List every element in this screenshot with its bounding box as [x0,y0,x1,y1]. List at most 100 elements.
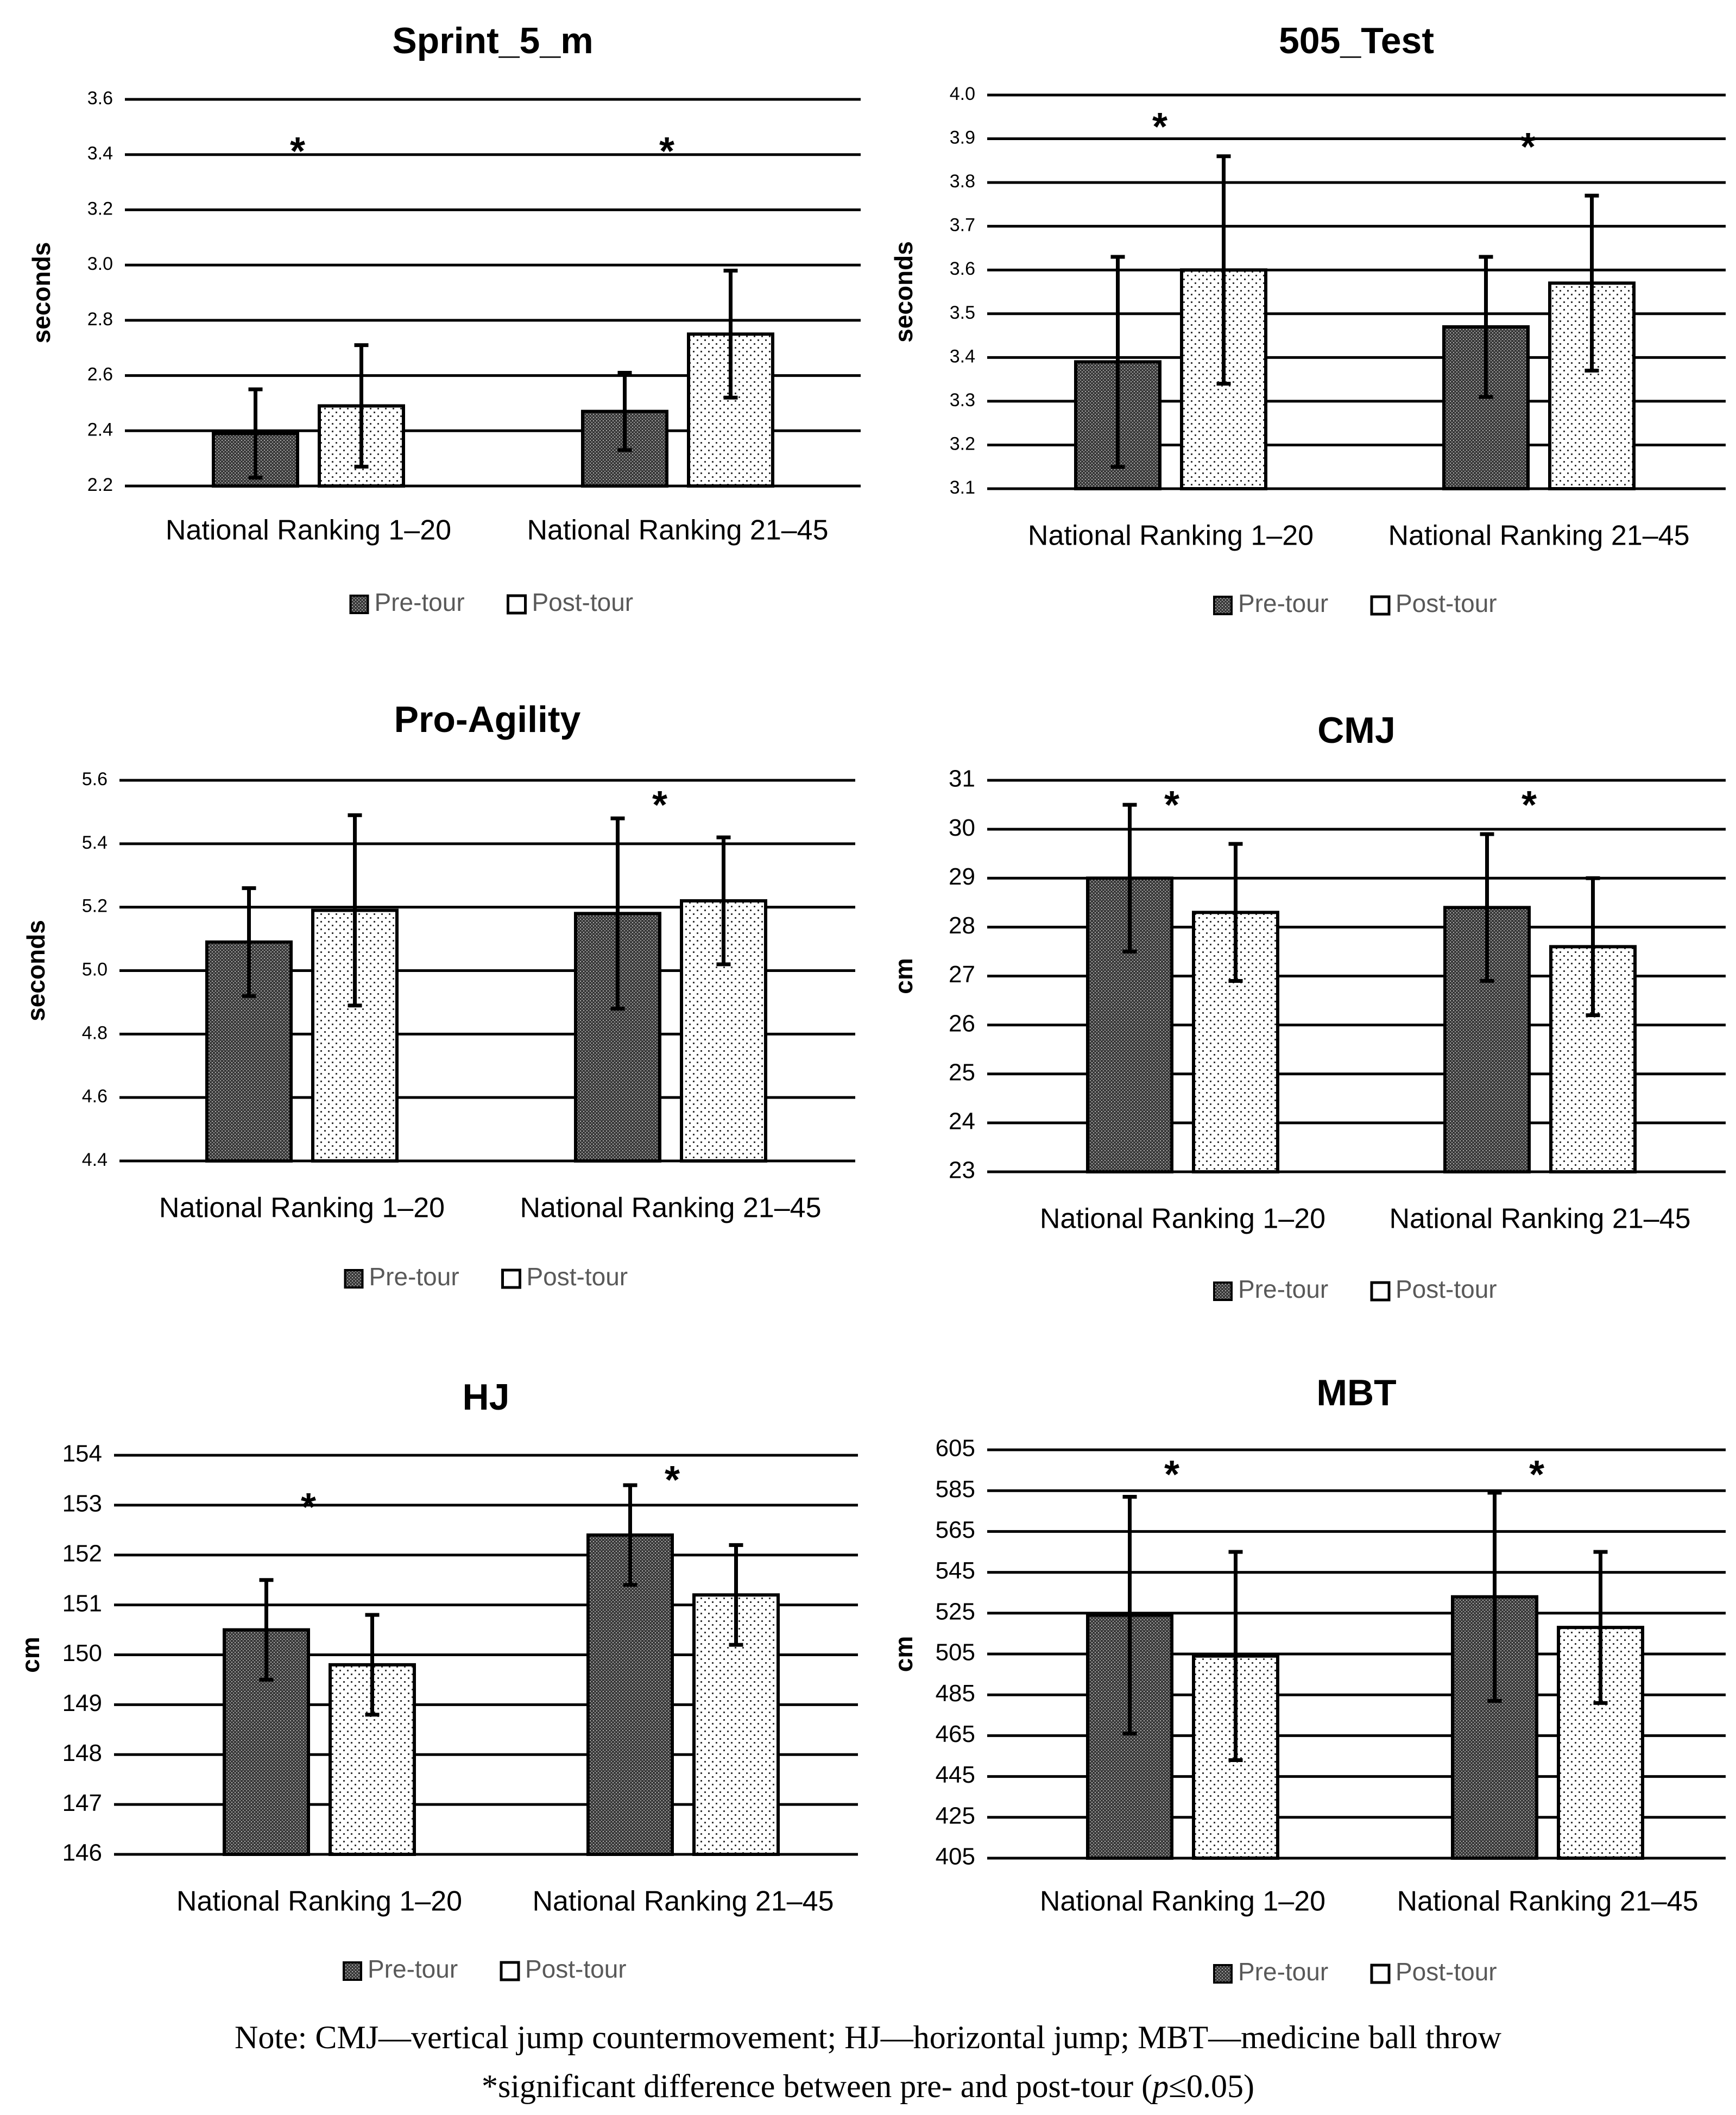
error-bar [623,1483,637,1587]
legend: Pre-tour Post-tour [343,1955,627,1983]
legend: Pre-tour Post-tour [349,588,634,616]
bar-post-tour [1548,281,1636,491]
error-bar [1479,255,1493,399]
y-tick-label: 26 [949,1010,975,1037]
y-tick-label: 25 [949,1059,975,1085]
chart-hj: HJ cm 146 147 148 149 150 151 152 153 154 * National… [16,1377,858,1983]
legend-entry-post-tour: Post-tour [501,1262,628,1291]
chart-pro-agility: Pro-Agility seconds 4.4 4.6 4.8 5.0 5.2 5.4 5.6 N… [22,699,855,1291]
legend-label-pre: Pre-tour [1238,589,1328,617]
y-tick-label: 5.6 [82,769,108,790]
y-tick-label: 3.6 [950,258,975,279]
x-tick-label: National Ranking 1–20 [176,1886,462,1917]
legend: Pre-tour Post-tour [1213,589,1497,617]
y-tick-label: 2.6 [87,364,113,385]
significance-marker: * [1522,784,1537,827]
error-bar [1122,803,1137,954]
error-bar [1487,1491,1502,1703]
y-tick-label: 3.3 [950,390,975,411]
legend-swatch-post [507,594,527,615]
y-tick-label: 445 [936,1762,975,1788]
legend-label-pre: Pre-tour [1238,1958,1328,1986]
y-tick-label: 4.4 [82,1150,108,1170]
error-bar [729,1543,743,1647]
y-tick-label: 525 [936,1598,975,1625]
legend-swatch-pre [343,1961,362,1981]
error-bar [617,370,632,452]
y-tick-label: 3.4 [950,346,975,367]
error-bar [1122,1494,1137,1736]
legend-entry-pre-tour: Pre-tour [1213,589,1328,617]
y-tick-label: 585 [936,1476,975,1502]
error-bar [1228,842,1243,983]
y-tick-label: 3.2 [950,433,975,454]
y-tick-label: 3.5 [950,302,975,323]
y-tick-label: 3.4 [87,143,113,164]
y-tick-label: 5.2 [82,896,108,917]
y-tick-label: 2.4 [87,419,113,440]
legend: Pre-tour Post-tour [344,1262,628,1291]
legend-swatch-pre [1213,596,1233,615]
legend-label-pre: Pre-tour [1238,1275,1328,1303]
x-tick-label: National Ranking 1–20 [166,515,451,546]
x-tick-label: National Ranking 21–45 [527,515,828,546]
y-tick-label: 152 [62,1540,102,1567]
chart-title: CMJ [1317,710,1396,751]
y-tick-label: 565 [936,1517,975,1543]
y-tick-label: 30 [949,815,975,841]
y-tick-label: 425 [936,1802,975,1829]
y-tick-label: 3.0 [87,254,113,274]
y-tick-label: 24 [949,1108,975,1135]
significance-marker: * [1164,1453,1179,1497]
legend-entry-pre-tour: Pre-tour [349,588,465,616]
y-axis-label: cm [16,1637,45,1672]
chart-title: HJ [463,1377,510,1418]
y-tick-label: 505 [936,1639,975,1666]
y-tick-label: 3.6 [87,88,113,109]
chart-cmj: CMJ cm 23 24 25 26 27 28 29 30 31 * National Ranking… [889,710,1726,1303]
legend-label-post: Post-tour [532,588,634,616]
y-tick-label: 405 [936,1843,975,1870]
error-bar [1586,876,1600,1018]
significance-marker: * [1529,1453,1544,1497]
legend-label-post: Post-tour [1396,1958,1497,1986]
y-tick-label: 3.1 [950,477,975,498]
y-tick-label: 3.8 [950,171,975,192]
y-tick-label: 28 [949,912,975,939]
error-bar [1593,1550,1608,1705]
legend-swatch-pre [349,595,369,614]
legend: Pre-tour Post-tour [1213,1275,1497,1303]
legend-entry-pre-tour: Pre-tour [1213,1958,1328,1986]
x-tick-label: National Ranking 21–45 [1388,520,1689,552]
y-axis-label: seconds [27,242,55,344]
legend-entry-post-tour: Post-tour [1370,1275,1497,1303]
error-bar [1480,832,1494,983]
error-bar [1585,193,1599,373]
chart-title: Pro-Agility [394,699,581,740]
x-tick-label: National Ranking 21–45 [532,1886,834,1917]
error-bar [354,343,369,469]
y-tick-label: 27 [949,961,975,988]
y-tick-label: 148 [62,1740,102,1766]
y-tick-label: 150 [62,1640,102,1666]
y-tick-label: 146 [62,1840,102,1866]
y-tick-label: 4.6 [82,1086,108,1107]
legend-entry-post-tour: Post-tour [507,588,634,616]
legend-label-post: Post-tour [525,1955,627,1983]
note-significance: *significant difference between pre- and… [482,2068,1254,2104]
y-tick-label: 147 [62,1790,102,1816]
y-axis-label: cm [889,958,918,994]
legend-label-pre: Pre-tour [368,1955,458,1983]
y-tick-label: 5.0 [82,959,108,980]
legend-label-post: Post-tour [1396,589,1497,617]
y-tick-label: 605 [936,1435,975,1462]
x-tick-label: National Ranking 21–45 [520,1192,821,1224]
error-bar [1228,1550,1243,1763]
legend-swatch-post [501,1268,521,1289]
legend-swatch-post [1370,1281,1391,1302]
y-axis-label: seconds [889,241,918,343]
legend-swatch-post [1370,595,1391,616]
chart-mbt: MBT cm 405 425 445 465 485 505 525 545 565 585 605 * N… [889,1372,1726,1986]
